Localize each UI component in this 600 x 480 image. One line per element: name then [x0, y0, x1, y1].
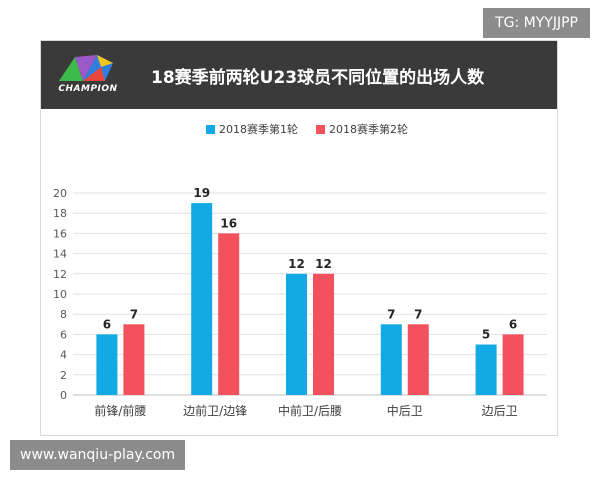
- bar: [380, 324, 402, 395]
- chart-card: CHAMPION 18赛季前两轮U23球员不同位置的出场人数 0 2 4 6 8 10 12…: [40, 40, 558, 436]
- watermark-top: TG: MYYJJPP: [483, 8, 590, 38]
- y-tick-label: 2: [60, 369, 67, 382]
- chart-header: CHAMPION 18赛季前两轮U23球员不同位置的出场人数: [41, 41, 557, 109]
- legend-swatch: [316, 125, 325, 134]
- y-tick-label: 4: [60, 349, 67, 362]
- y-tick-label: 20: [53, 187, 67, 200]
- bar: [123, 324, 145, 395]
- data-label: 12: [315, 257, 332, 271]
- y-tick-label: 14: [53, 248, 67, 261]
- y-tick-label: 6: [60, 328, 67, 341]
- champion-logo-icon: [59, 55, 113, 81]
- bar-chart: 0 2 4 6 8 10 12 14 16 18 20 2018赛季第1轮 2018赛季第2轮 6 7 前锋/…: [53, 122, 547, 418]
- y-tick-label: 0: [60, 389, 67, 402]
- data-label: 5: [482, 328, 490, 342]
- bar: [502, 334, 524, 395]
- bar: [96, 334, 118, 395]
- bar: [475, 344, 497, 395]
- bar: [407, 324, 429, 395]
- x-tick-label: 边前卫/边锋: [183, 403, 247, 418]
- logo-text: CHAMPION: [58, 84, 118, 94]
- bar: [286, 273, 307, 395]
- data-label: 7: [414, 307, 422, 321]
- bar: [313, 273, 334, 395]
- data-label: 12: [288, 257, 305, 271]
- data-label: 7: [130, 307, 138, 321]
- x-tick-label: 前锋/前腰: [94, 403, 146, 418]
- data-label: 6: [103, 317, 111, 331]
- champion-logo: CHAMPION: [53, 53, 123, 97]
- y-tick-label: 12: [53, 268, 67, 281]
- legend-label: 2018赛季第1轮: [219, 122, 298, 136]
- watermark-bottom: www.wanqiu-play.com: [10, 440, 186, 470]
- y-tick-label: 18: [53, 207, 67, 220]
- data-label: 19: [193, 186, 210, 200]
- legend-swatch: [206, 125, 215, 134]
- y-tick-label: 8: [60, 308, 67, 321]
- data-label: 7: [387, 307, 395, 321]
- chart-title: 18赛季前两轮U23球员不同位置的出场人数: [151, 68, 485, 88]
- bar: [218, 233, 240, 395]
- data-label: 6: [509, 317, 517, 331]
- x-tick-label: 中后卫: [387, 403, 423, 418]
- data-label: 16: [220, 216, 237, 230]
- x-tick-label: 中前卫/后腰: [278, 403, 342, 418]
- y-tick-label: 10: [53, 288, 67, 301]
- legend-label: 2018赛季第2轮: [329, 122, 408, 136]
- bar: [191, 203, 213, 395]
- y-tick-label: 16: [53, 227, 67, 240]
- x-tick-label: 边后卫: [482, 404, 518, 418]
